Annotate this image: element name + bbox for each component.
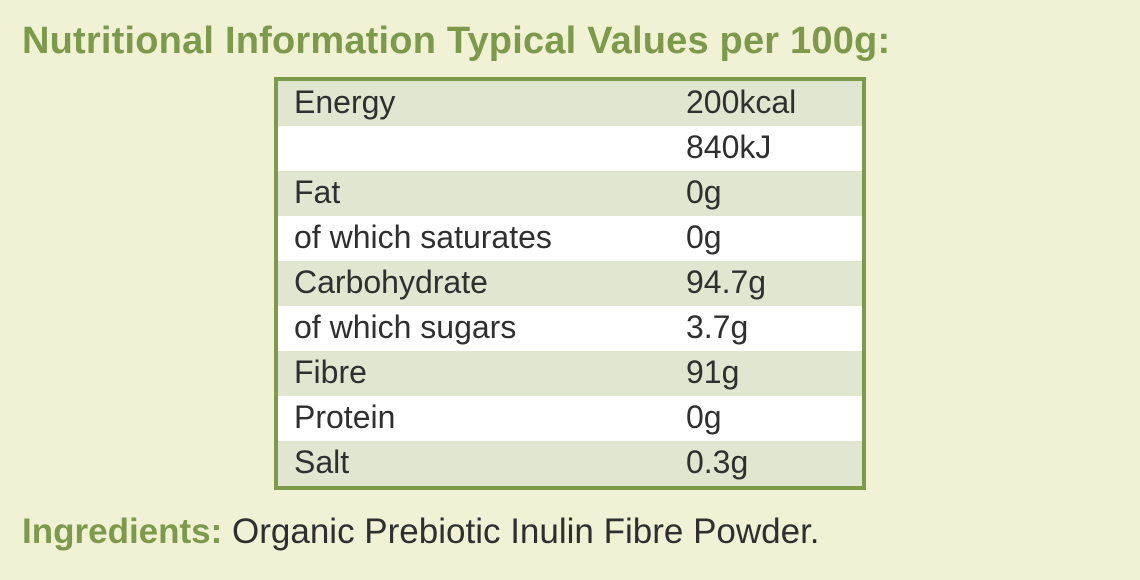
table-row: Energy 200kcal	[276, 79, 864, 126]
table-row: Salt 0.3g	[276, 441, 864, 488]
nutrition-heading: Nutritional Information Typical Values p…	[22, 20, 1118, 63]
nutrition-table: Energy 200kcal 840kJ Fat 0g of which sat…	[274, 77, 866, 490]
table-row: Carbohydrate 94.7g	[276, 261, 864, 306]
table-row: Fibre 91g	[276, 351, 864, 396]
ingredients-line: Ingredients: Organic Prebiotic Inulin Fi…	[22, 512, 1118, 552]
ingredients-text: Organic Prebiotic Inulin Fibre Powder.	[232, 512, 820, 551]
table-row: Fat 0g	[276, 171, 864, 216]
nutrient-value: 0.3g	[686, 441, 864, 488]
nutrient-value: 0g	[686, 171, 864, 216]
nutrient-label: Carbohydrate	[276, 261, 686, 306]
ingredients-label: Ingredients:	[22, 512, 222, 551]
nutrient-value: 0g	[686, 396, 864, 441]
table-row: 840kJ	[276, 126, 864, 171]
nutrient-label: of which sugars	[276, 306, 686, 351]
nutrient-value: 0g	[686, 216, 864, 261]
nutrient-label: Energy	[276, 79, 686, 126]
nutrient-label: Fat	[276, 171, 686, 216]
table-row: Protein 0g	[276, 396, 864, 441]
nutrient-label: Fibre	[276, 351, 686, 396]
nutrient-label: of which saturates	[276, 216, 686, 261]
nutrient-label: Protein	[276, 396, 686, 441]
nutrient-value: 91g	[686, 351, 864, 396]
nutrient-label	[276, 126, 686, 171]
nutrient-value: 94.7g	[686, 261, 864, 306]
nutrient-value: 840kJ	[686, 126, 864, 171]
table-row: of which sugars 3.7g	[276, 306, 864, 351]
nutrient-label: Salt	[276, 441, 686, 488]
nutrient-value: 3.7g	[686, 306, 864, 351]
table-row: of which saturates 0g	[276, 216, 864, 261]
nutrient-value: 200kcal	[686, 79, 864, 126]
nutrition-table-wrap: Energy 200kcal 840kJ Fat 0g of which sat…	[22, 77, 1118, 490]
